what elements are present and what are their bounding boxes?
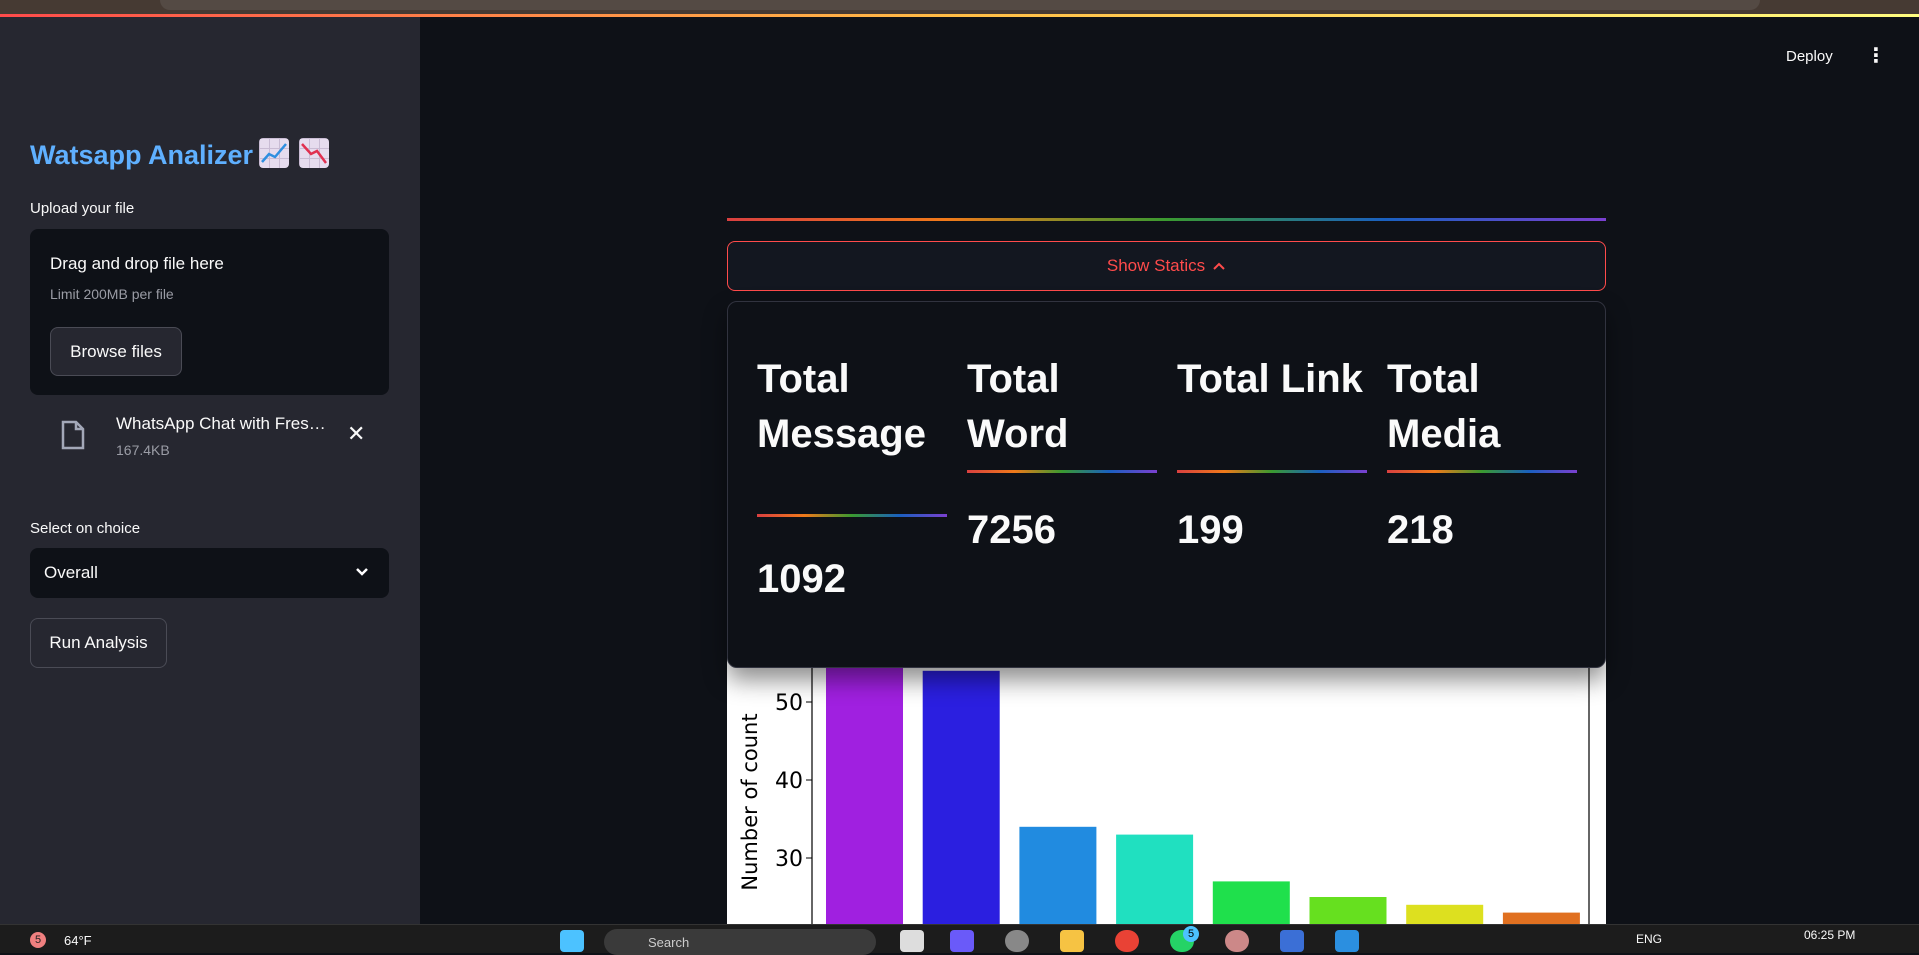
app-icon[interactable] — [1280, 930, 1304, 952]
bar — [1116, 834, 1194, 924]
language-indicator[interactable]: ENG — [1636, 932, 1663, 946]
file-dropzone[interactable]: Drag and drop file here Limit 200MB per … — [30, 229, 389, 395]
copilot-icon[interactable] — [950, 930, 974, 952]
statistics-popover: Total Message 1092 Total Word 7256 Total… — [727, 301, 1606, 668]
choice-select[interactable]: Overall — [30, 548, 389, 598]
stat-total-link: Total Link 199 — [1177, 352, 1367, 553]
bar — [826, 663, 903, 924]
chrome-profile-icon[interactable] — [1225, 930, 1249, 952]
vscode-icon[interactable] — [1335, 930, 1359, 952]
y-axis-label: Number of count — [738, 713, 762, 890]
browse-files-button[interactable]: Browse files — [50, 327, 182, 376]
file-explorer-icon[interactable] — [1060, 930, 1084, 952]
uploaded-file-size: 167.4KB — [116, 442, 170, 458]
bar — [1406, 904, 1484, 924]
stat-label: Total Media — [1387, 357, 1501, 456]
app-icon[interactable] — [1005, 930, 1029, 952]
task-view-icon[interactable] — [900, 930, 924, 952]
weather-widget[interactable]: 64°F — [64, 933, 92, 948]
stat-total-media: Total Media 218 — [1387, 352, 1577, 553]
app-title-text: Watsapp Analizer — [30, 140, 254, 170]
bar — [1502, 912, 1580, 924]
app-decoration-bar — [0, 14, 1919, 17]
select-value: Overall — [44, 563, 98, 582]
rainbow-divider — [727, 218, 1606, 221]
stat-divider — [967, 470, 1157, 473]
select-label: Select on choice — [30, 520, 141, 537]
browser-tab-strip — [160, 0, 1760, 10]
show-statics-expander[interactable]: Show Statics — [727, 241, 1606, 291]
dropzone-limit: Limit 200MB per file — [50, 286, 174, 302]
browser-chrome — [0, 0, 1919, 14]
stat-value: 1092 — [757, 557, 846, 601]
stat-value: 7256 — [967, 508, 1056, 552]
stat-total-message: Total Message 1092 — [757, 352, 947, 602]
taskbar: 5 64°F Search 5 ENG 06:25 PM — [0, 924, 1919, 955]
stat-label: Total Link — [1177, 357, 1363, 401]
chart-decreasing-icon — [299, 138, 330, 168]
stat-divider — [1387, 470, 1577, 473]
run-analysis-button[interactable]: Run Analysis — [30, 618, 167, 668]
stat-divider — [1177, 470, 1367, 473]
dropzone-title: Drag and drop file here — [50, 254, 224, 273]
windows-start-icon[interactable] — [560, 930, 584, 952]
more-vertical-icon[interactable]: ⋮ — [1866, 45, 1886, 67]
stat-value: 199 — [1177, 508, 1244, 552]
remove-file-icon[interactable]: ✕ — [347, 421, 366, 446]
stat-label: Total Word — [967, 357, 1069, 456]
stat-divider — [757, 514, 947, 517]
app-title: Watsapp Analizer — [30, 138, 330, 171]
clock[interactable]: 06:25 PM — [1804, 928, 1856, 942]
bar — [1309, 897, 1387, 924]
bar — [922, 670, 1000, 924]
sidebar — [0, 17, 420, 924]
taskbar-search[interactable]: Search — [604, 929, 876, 955]
y-tick-label: 50 — [775, 691, 803, 716]
whatsapp-badge: 5 — [1183, 926, 1199, 942]
chevron-down-icon — [356, 568, 368, 576]
deploy-button[interactable]: Deploy — [1786, 48, 1833, 65]
stat-total-word: Total Word 7256 — [967, 352, 1157, 553]
file-icon — [61, 420, 85, 455]
search-placeholder: Search — [648, 935, 690, 950]
y-tick-label: 30 — [775, 847, 803, 872]
chart-increasing-icon — [259, 138, 290, 168]
weather-badge: 5 — [30, 932, 46, 948]
y-tick-label: 40 — [775, 769, 803, 794]
expander-label: Show Statics — [1106, 256, 1206, 275]
stat-value: 218 — [1387, 508, 1454, 552]
stat-label: Total Message — [757, 357, 926, 456]
uploaded-file-name: WhatsApp Chat with Fres… — [116, 414, 326, 433]
bar — [1212, 881, 1290, 924]
chevron-up-icon — [1213, 262, 1225, 270]
chrome-icon[interactable] — [1115, 930, 1139, 952]
upload-label: Upload your file — [30, 200, 135, 217]
bar — [1019, 826, 1097, 924]
